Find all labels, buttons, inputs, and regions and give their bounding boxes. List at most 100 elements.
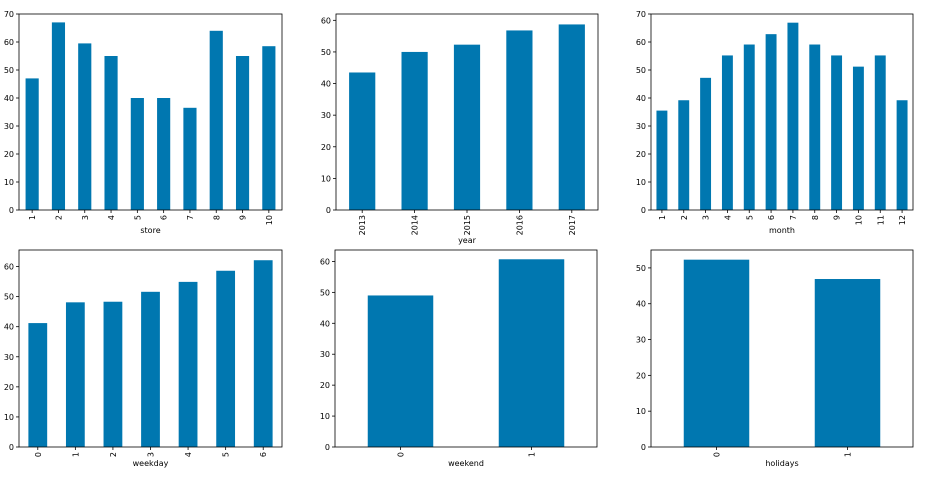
x-tick-label: 0: [713, 452, 722, 457]
x-tick-label: 7: [186, 215, 195, 220]
y-tick-label: 30: [321, 111, 331, 120]
plot-frame: [334, 249, 598, 448]
y-tick-label: 40: [636, 300, 646, 309]
x-tick-label: 2013: [358, 215, 367, 235]
x-tick-label: 6: [767, 215, 776, 220]
y-tick-label: 20: [636, 150, 646, 159]
bar-month-5: [743, 44, 755, 210]
bar-year-2016: [506, 30, 533, 211]
bar-month-8: [809, 44, 821, 210]
y-tick-label: 10: [636, 407, 646, 416]
x-tick-label: 0: [34, 452, 43, 457]
y-tick-label: 50: [636, 264, 646, 273]
y-tick-label: 60: [636, 38, 646, 47]
chart-weekend: 0 10 20 30 40 50 60 0 1 weekend: [320, 249, 598, 468]
y-tick-label: 40: [320, 319, 330, 328]
y-tick-label: 50: [4, 293, 14, 302]
y-tick-label: 0: [9, 206, 14, 215]
bar-weekday-3: [141, 291, 160, 447]
bar-month-3: [700, 77, 712, 210]
x-tick-label: 3: [147, 452, 156, 457]
bar-month-1: [656, 110, 668, 210]
x-tick-label: 1: [658, 215, 667, 220]
y-tick-label: 10: [636, 178, 646, 187]
bar-month-7: [787, 22, 799, 211]
x-tick-label: 2014: [411, 215, 420, 235]
y-tick-label: 30: [636, 336, 646, 345]
x-tick-label: 3: [702, 215, 711, 220]
y-tick-label: 10: [4, 413, 14, 422]
bar-holidays-1: [814, 279, 881, 447]
bar-weekend-0: [367, 295, 434, 447]
y-tick-label: 10: [321, 174, 331, 183]
x-axis-label: year: [458, 236, 477, 245]
y-tick-label: 50: [321, 48, 331, 57]
x-axis-label: holidays: [765, 459, 798, 468]
bar-month-9: [831, 55, 843, 210]
y-tick-label: 60: [4, 38, 14, 47]
bar-month-10: [852, 66, 864, 210]
plot-frame: [650, 13, 914, 211]
bar-weekday-1: [65, 302, 85, 447]
bar-store-5: [130, 98, 144, 210]
x-tick-label: 12: [898, 215, 907, 225]
y-tick-label: 10: [320, 412, 330, 421]
x-tick-label: 1: [844, 452, 853, 457]
y-tick-label: 50: [320, 288, 330, 297]
x-tick-label: 3: [81, 215, 90, 220]
y-tick-label: 60: [320, 257, 330, 266]
x-tick-label: 2: [109, 452, 118, 457]
y-tick-label: 40: [636, 94, 646, 103]
y-tick-label: 20: [321, 143, 331, 152]
y-tick-label: 40: [4, 323, 14, 332]
x-tick-label: 2: [54, 215, 63, 220]
x-tick-label: 1: [28, 215, 37, 220]
plot-frame: [650, 249, 914, 448]
x-tick-label: 11: [876, 215, 885, 225]
chart-year: 0 10 20 30 40 50 60 2013 2014 2015 2016 2017 year: [321, 13, 599, 245]
x-tick-label: 7: [789, 215, 798, 220]
y-tick-label: 20: [4, 383, 14, 392]
y-tick-label: 0: [326, 206, 331, 215]
bar-month-4: [721, 55, 733, 210]
bar-month-12: [896, 100, 908, 210]
bar-year-2017: [558, 24, 585, 211]
y-tick-label: 50: [636, 66, 646, 75]
y-tick-label: 20: [636, 371, 646, 380]
bar-holidays-0: [683, 259, 750, 447]
y-tick-label: 60: [4, 263, 14, 272]
x-tick-label: 8: [811, 215, 820, 220]
bar-store-2: [51, 22, 66, 211]
y-tick-label: 30: [4, 353, 14, 362]
y-tick-label: 50: [4, 66, 14, 75]
x-tick-label: 6: [160, 215, 169, 220]
bar-weekday-5: [216, 270, 236, 447]
y-tick-label: 0: [641, 443, 646, 452]
x-tick-label: 2: [680, 215, 689, 220]
y-tick-label: 20: [320, 381, 330, 390]
bar-weekday-0: [28, 323, 48, 447]
bar-store-1: [25, 78, 39, 211]
bar-store-6: [157, 98, 171, 210]
x-axis-label: month: [769, 226, 795, 235]
x-axis-label: store: [140, 226, 160, 235]
y-tick-label: 30: [636, 122, 646, 131]
chart-holidays: 0 10 20 30 40 50 0 1 holidays: [636, 249, 914, 468]
x-tick-label: 5: [222, 452, 231, 457]
x-tick-label: 2017: [568, 215, 577, 235]
bar-store-3: [78, 43, 92, 211]
bar-weekend-1: [498, 259, 565, 447]
chart-weekday: 0 10 20 30 40 50 60 0 1 2 3 4 5 6 weekday: [4, 249, 283, 468]
bar-store-8: [209, 30, 223, 210]
bar-weekday-4: [178, 281, 198, 447]
x-tick-label: 9: [833, 215, 842, 220]
x-tick-label: 10: [265, 215, 274, 225]
x-tick-label: 5: [745, 215, 754, 220]
y-tick-label: 0: [641, 206, 646, 215]
x-axis-label: weekday: [133, 459, 169, 468]
x-tick-label: 9: [239, 215, 248, 220]
y-tick-label: 20: [4, 150, 14, 159]
x-tick-label: 1: [71, 452, 80, 457]
bar-year-2013: [349, 72, 376, 210]
